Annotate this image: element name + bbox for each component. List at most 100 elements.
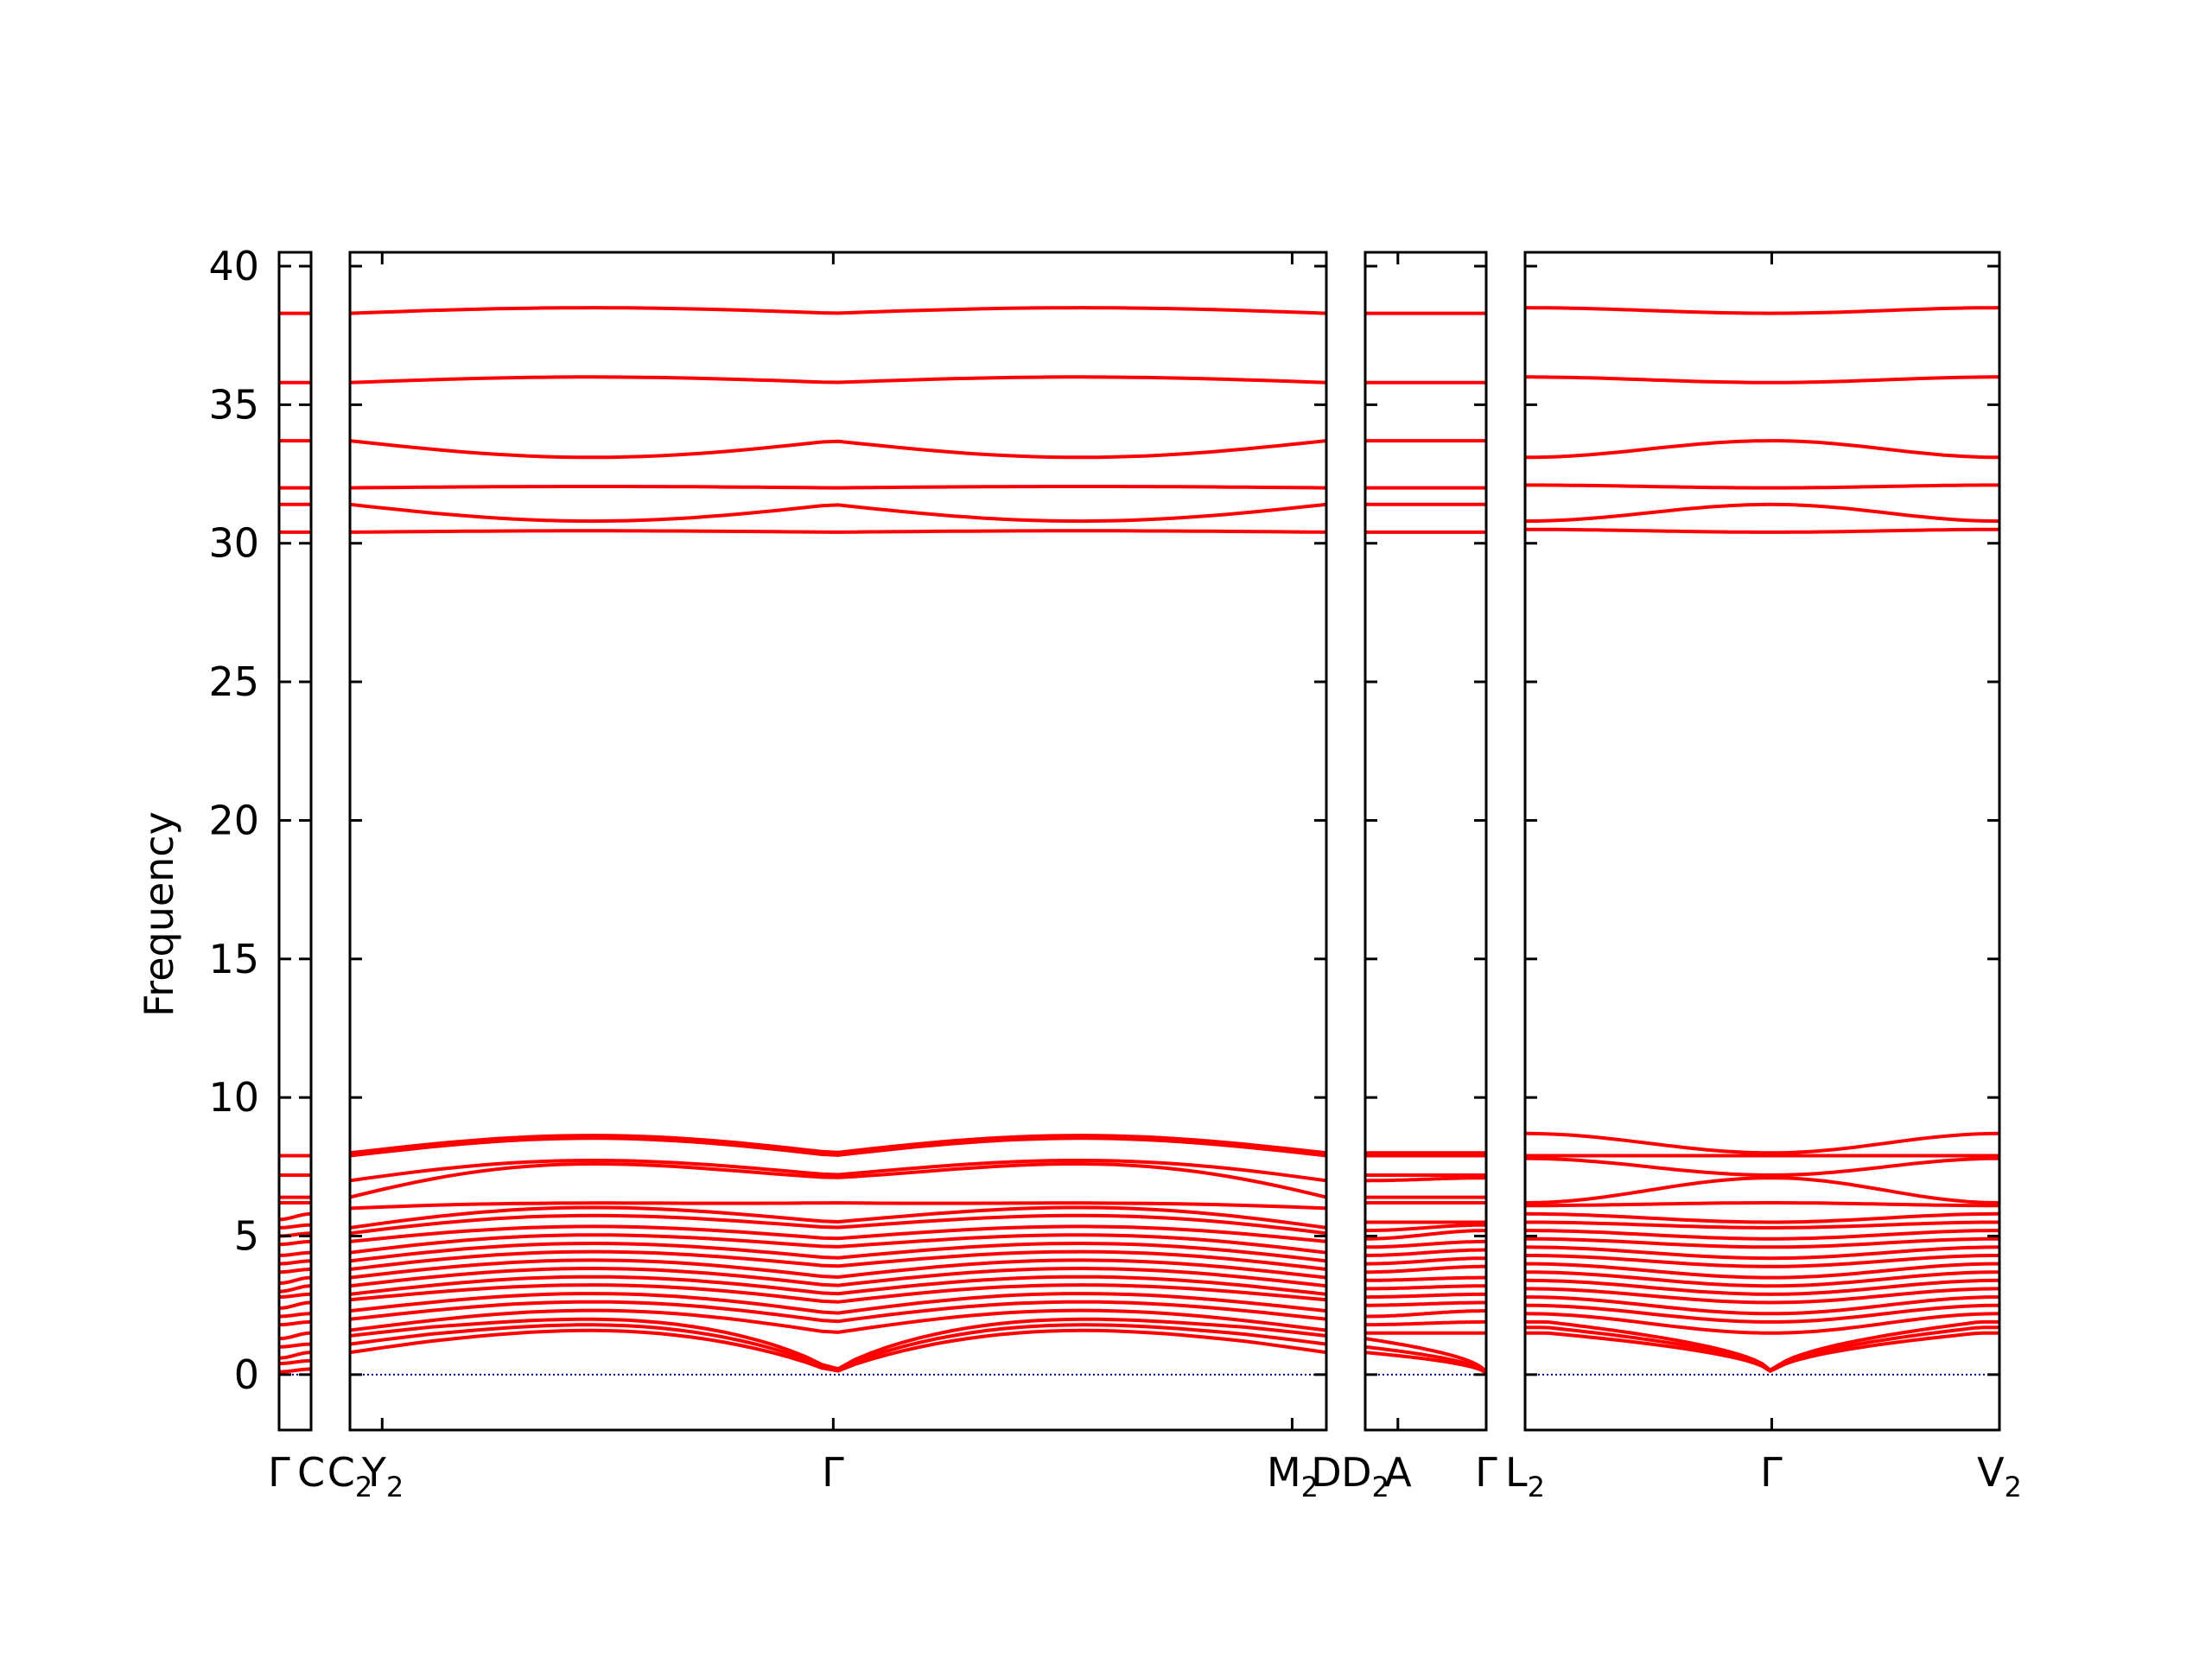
band-line-5 [1365,1309,1486,1319]
x-tick-label: Γ [822,1449,844,1496]
band-line-h2 [349,485,1327,490]
band-line-h3 [349,439,1327,460]
band-line-1 [1364,1344,1488,1376]
band-line-l20 [349,1134,1327,1155]
y-tick-label: 35 [208,381,259,428]
band-line-l17 [349,1161,1327,1199]
band-line-l7 [1524,1278,2000,1296]
band-line-13 [279,1250,312,1257]
panel-4 [1523,251,2001,1432]
band-line-l2 [349,1317,1327,1371]
band-line-l12 [1525,1236,1999,1249]
band-line-l15 [1524,1211,2000,1224]
band-line-17 [279,1211,312,1222]
band-line-h1 [349,502,1327,524]
band-line-l16 [349,1201,1327,1211]
panel-frame [1523,251,2001,1432]
band-line-l12 [349,1233,1327,1255]
band-line-h4 [349,375,1327,385]
band-line-19 [1365,1176,1486,1183]
x-tick-label: D2 [1341,1449,1389,1503]
y-tick-label: 30 [208,520,259,567]
band-line-h2 [1525,483,1999,490]
panel-3 [1363,251,1488,1432]
band-line-l11 [349,1241,1327,1263]
panel-1 [277,251,313,1432]
band-line-2 [1364,1337,1488,1376]
x-tick-label: C [297,1449,325,1496]
band-line-l3 [349,1308,1327,1334]
band-line-l5 [1525,1295,1999,1316]
band-line-l16 [1525,1201,1999,1208]
band-line-9 [279,1284,311,1294]
band-line-2 [279,1351,311,1360]
x-tick-label: A [1384,1449,1412,1496]
band-line-12 [1365,1248,1486,1257]
x-tick-label: C2 [327,1449,372,1503]
y-tick-label: 20 [208,797,259,843]
x-tick-label: Y2 [361,1449,404,1503]
band-line-1 [279,1358,311,1365]
panel-frame [277,251,313,1432]
band-line-8 [1365,1284,1486,1291]
band-line-l3 [1524,1312,2000,1335]
band-line-15 [1365,1223,1486,1233]
band-line-l18 [1524,1156,2000,1177]
band-line-5 [279,1319,311,1327]
band-line-6 [1365,1300,1486,1307]
band-line-13 [1365,1239,1486,1249]
band-line-l11 [1524,1245,2000,1261]
band-line-14 [1365,1229,1486,1241]
band-line-l13 [349,1224,1327,1243]
band-line-l4 [349,1300,1327,1324]
band-line-11 [1365,1256,1486,1266]
band-line-l8 [1525,1270,1999,1288]
band-line-6 [279,1312,311,1319]
band-line-14 [279,1239,311,1247]
y-tick-label: 25 [208,658,259,705]
band-line-l9 [349,1258,1327,1280]
band-line-h0 [1525,527,1999,534]
band-line-l18 [349,1158,1327,1183]
band-line-l14 [1525,1220,1999,1230]
band-line-l8 [349,1266,1327,1288]
band-line-l15 [349,1205,1327,1230]
band-line-l7 [349,1274,1327,1296]
panel-frame [348,251,1328,1432]
band-line-h1 [1524,502,2000,524]
band-line-h5 [349,306,1327,315]
y-tick-label: 15 [208,936,259,982]
band-line-h5 [1524,306,2000,315]
band-line-4 [1365,1319,1486,1327]
band-line-l9 [1525,1262,1999,1280]
band-line-10 [1365,1264,1486,1274]
x-tick-label: Γ [268,1449,290,1496]
band-line-16 [279,1223,311,1230]
band-line-l2 [1525,1319,1999,1373]
band-line-4 [279,1331,311,1341]
band-line-12 [279,1259,311,1266]
band-line-l6 [1524,1287,2000,1305]
band-line-h4 [1525,375,1999,385]
x-tick-label: D [1311,1449,1341,1496]
panel-frame [1363,251,1488,1432]
band-line-11 [279,1268,311,1274]
band-line-0 [1364,1351,1488,1376]
y-tick-label: 5 [234,1213,259,1260]
band-line-l10 [349,1249,1327,1271]
band-line-l13 [1525,1229,1999,1241]
band-line-3 [279,1342,311,1349]
band-line-l4 [1525,1303,1999,1324]
bands [349,306,1327,1373]
band-line-l14 [349,1213,1327,1236]
x-tick-label: V2 [1977,1449,2022,1503]
band-line-l10 [1525,1254,1999,1268]
band-line-7 [279,1300,311,1310]
band-line-l6 [349,1283,1327,1304]
y-tick-label: 0 [234,1351,259,1398]
bands [1364,311,1488,1376]
x-tick-label: M2 [1267,1449,1319,1503]
band-line-l20 [1524,1131,2000,1155]
